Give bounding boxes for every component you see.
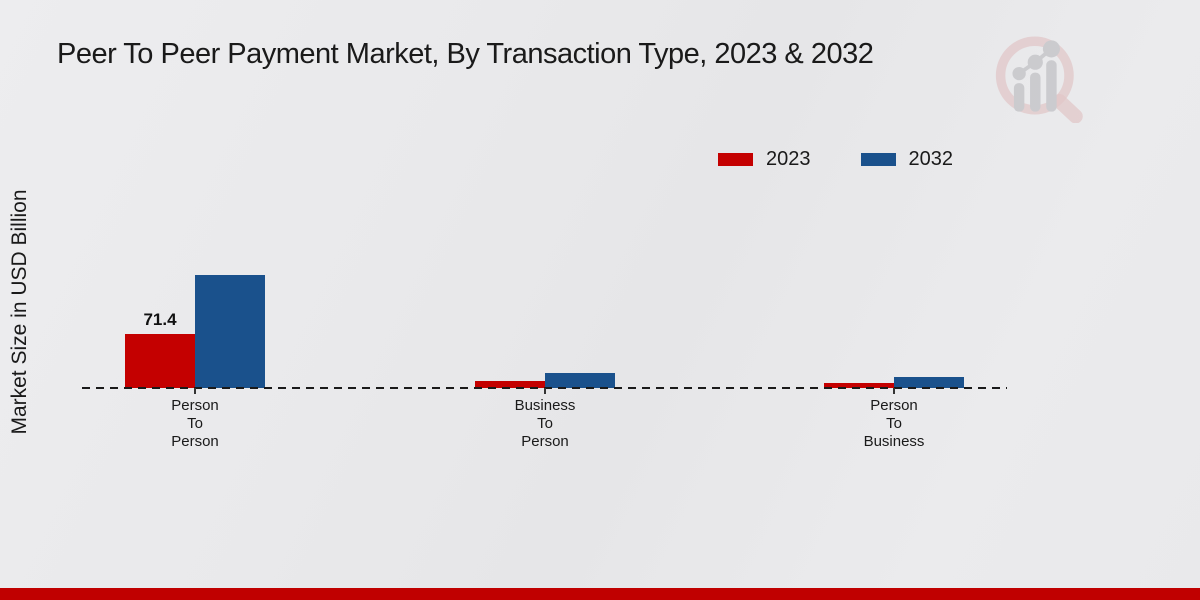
y-axis-label: Market Size in USD Billion	[8, 189, 31, 435]
bar-2023	[824, 383, 894, 388]
legend-item-2032: 2032	[860, 148, 954, 171]
legend-swatch-2032	[860, 153, 896, 166]
legend: 2023 2032	[718, 148, 953, 171]
plot-area: 71.4 Person To Person Business To Person Pe…	[82, 140, 1007, 450]
bar-2032	[545, 373, 615, 388]
x-axis-tick	[544, 388, 546, 394]
bar-2023	[125, 334, 195, 388]
x-axis-tick	[893, 388, 895, 394]
legend-label-2032: 2032	[908, 148, 954, 170]
bar-2023	[475, 381, 545, 388]
bar-2032	[894, 377, 964, 388]
brand-logo-watermark-magnifier-chart-icon	[995, 36, 1083, 123]
category-label: Person To Business	[863, 397, 925, 450]
category-label: Person To Person	[171, 397, 219, 450]
footer-accent-bar	[0, 588, 1200, 600]
bar-2032	[195, 275, 265, 388]
x-axis-tick	[194, 388, 196, 394]
legend-label-2023: 2023	[766, 148, 811, 170]
bar-value-label: 71.4	[143, 310, 177, 329]
legend-swatch-2023	[718, 153, 753, 166]
category-label: Business To Person	[514, 397, 576, 450]
legend-item-2023: 2023	[718, 148, 811, 171]
chart-title: Peer To Peer Payment Market, By Transact…	[57, 38, 874, 70]
